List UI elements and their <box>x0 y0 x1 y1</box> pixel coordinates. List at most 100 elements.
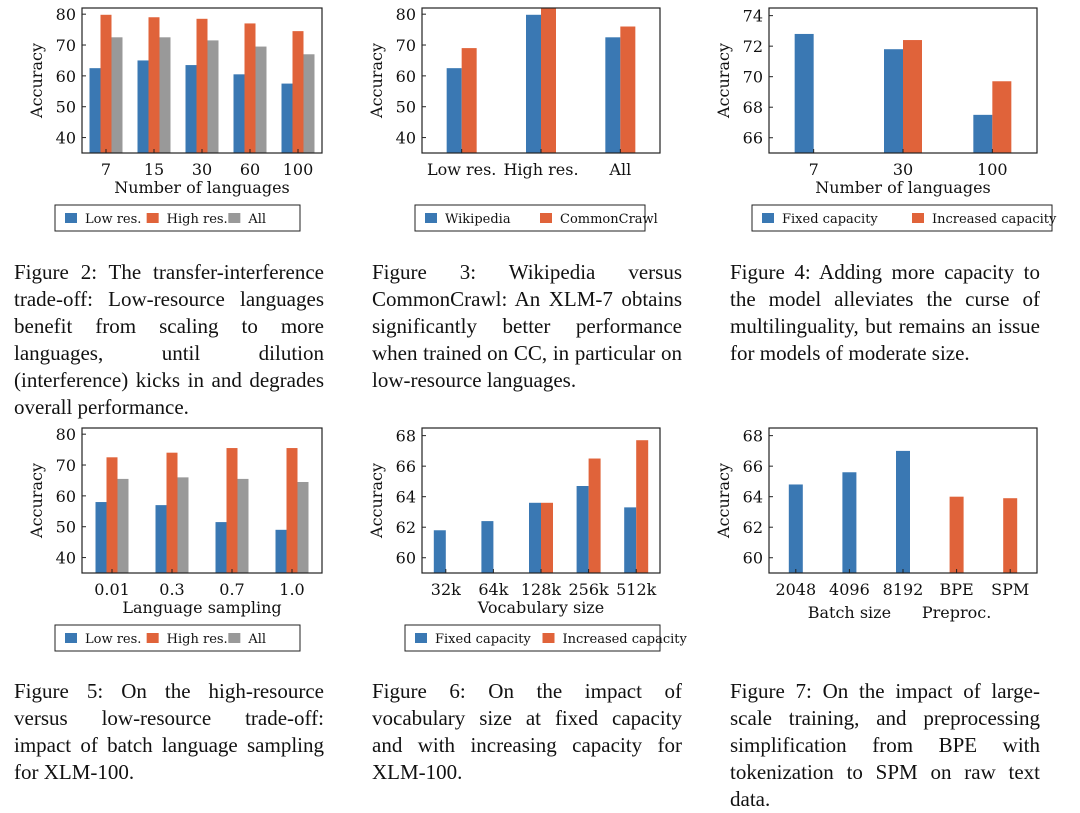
legend-swatch <box>146 213 159 223</box>
y-tick-label: 80 <box>56 5 76 24</box>
figure-2-chart: 40 50 60 70 80 7 15 30 60 100 Accuracy Number of la… <box>27 5 323 232</box>
bar-blue <box>973 114 993 153</box>
bar-orange <box>244 23 256 153</box>
x-tick-label: 60 <box>240 160 260 179</box>
y-tick-label: 70 <box>396 36 416 55</box>
bar-gray <box>303 54 315 153</box>
legend-swatch <box>912 213 924 223</box>
bar-blue <box>446 68 462 153</box>
bar-orange <box>286 448 298 573</box>
x-tick-label: Low res. <box>427 160 496 179</box>
x-tick-label: 8192 <box>883 580 924 599</box>
legend-label: Increased capacity <box>932 212 1057 227</box>
legend-frame <box>404 624 661 652</box>
bar-blue <box>788 484 803 573</box>
plot-frame <box>421 427 661 574</box>
legend-swatch <box>425 213 437 223</box>
x-tick-label: 15 <box>144 160 164 179</box>
legend-frame <box>54 204 301 232</box>
legend-swatch <box>228 633 241 643</box>
x-tick-label: 30 <box>192 160 212 179</box>
y-tick-label: 50 <box>56 518 76 537</box>
figure-4-caption: Figure 4: Adding more capacity to the mo… <box>730 260 1040 365</box>
bar-blue <box>884 49 903 153</box>
y-tick-label: 70 <box>56 36 76 55</box>
plot-frame <box>81 427 323 574</box>
y-tick-label: 50 <box>56 98 76 117</box>
y-axis-label: Accuracy <box>367 463 386 539</box>
bar-blue <box>185 65 197 153</box>
figure-4-chart: 66 68 70 72 74 7 30 100 Accuracy Number of langua… <box>714 7 1057 232</box>
bar-orange <box>196 18 208 154</box>
legend-label: Fixed capacity <box>782 212 878 227</box>
figure-3-chart: 40 50 60 70 80 Low res. High res. All Accuracy Wi… <box>367 5 661 232</box>
bar-orange <box>636 440 649 573</box>
x-tick-label: 100 <box>283 160 314 179</box>
legend-label: High res. <box>167 632 228 647</box>
x-tick-label: 0.01 <box>94 580 130 599</box>
figure-5-chart: 40 50 60 70 80 0.01 0.3 0.7 1.0 Accuracy Language … <box>27 425 323 652</box>
y-tick-label: 60 <box>396 549 416 568</box>
legend-label: Fixed capacity <box>435 632 531 647</box>
x-tick-label: 64k <box>478 580 508 599</box>
bar-orange <box>992 81 1012 153</box>
bar-blue <box>529 502 541 573</box>
y-tick-label: 80 <box>56 425 76 444</box>
x-tick-label: All <box>608 160 631 179</box>
bar-gray <box>111 37 123 153</box>
bar-blue <box>481 521 494 573</box>
figure-2-caption: Figure 2: The transfer-interference trad… <box>14 260 324 419</box>
plot-frame <box>421 7 661 154</box>
bar-blue <box>526 14 541 154</box>
x-tick-label: SPM <box>991 580 1029 599</box>
bar-blue <box>95 502 107 573</box>
legend-label: High res. <box>167 212 228 227</box>
x-tick-label: 4096 <box>829 580 870 599</box>
y-tick-label: 64 <box>396 488 416 507</box>
bar-blue <box>433 530 446 573</box>
legend-label: Low res. <box>85 212 141 227</box>
legend-swatch <box>540 213 552 223</box>
y-axis-label: Accuracy <box>367 43 386 119</box>
x-tick-label: 256k <box>568 580 609 599</box>
bar-gray <box>117 478 129 573</box>
plot-frame <box>768 427 1038 574</box>
bar-orange <box>1003 498 1018 573</box>
bar-blue <box>281 83 293 153</box>
x-axis-label: Number of languages <box>114 178 290 197</box>
bar-blue <box>215 522 227 573</box>
bar-orange <box>226 448 238 573</box>
bar-orange <box>148 17 160 153</box>
y-tick-label: 60 <box>743 549 763 568</box>
y-axis-label: Accuracy <box>27 43 46 119</box>
plot-frame <box>768 7 1038 154</box>
legend-label: Wikipedia <box>445 212 511 227</box>
bar-blue <box>794 33 814 153</box>
legend-frame <box>54 624 301 652</box>
legend-label: Low res. <box>85 632 141 647</box>
bar-blue <box>576 486 589 573</box>
bar-blue <box>275 529 287 573</box>
legend-frame <box>751 204 1053 232</box>
legend-swatch <box>146 633 159 643</box>
bar-gray <box>159 37 171 153</box>
y-tick-label: 50 <box>396 98 416 117</box>
legend-label: All <box>247 212 266 227</box>
legend-label: Increased capacity <box>563 632 688 647</box>
bar-blue <box>896 450 910 573</box>
figure-6-caption: Figure 6: On the impact of vocabulary si… <box>372 679 682 784</box>
x-tick-label: High res. <box>503 160 578 179</box>
y-tick-label: 66 <box>396 457 416 476</box>
legend-swatch <box>228 213 241 223</box>
y-tick-label: 74 <box>743 7 763 26</box>
legend-swatch <box>415 633 427 643</box>
y-tick-label: 64 <box>743 488 763 507</box>
y-tick-label: 80 <box>396 5 416 24</box>
legend-label: CommonCrawl <box>560 212 658 227</box>
legend-swatch <box>65 213 77 223</box>
bar-blue <box>137 60 149 153</box>
legend-swatch <box>542 633 555 643</box>
group-label-preproc: Preproc. <box>922 603 991 622</box>
y-axis-label: Accuracy <box>714 43 733 119</box>
bar-blue <box>233 74 245 153</box>
